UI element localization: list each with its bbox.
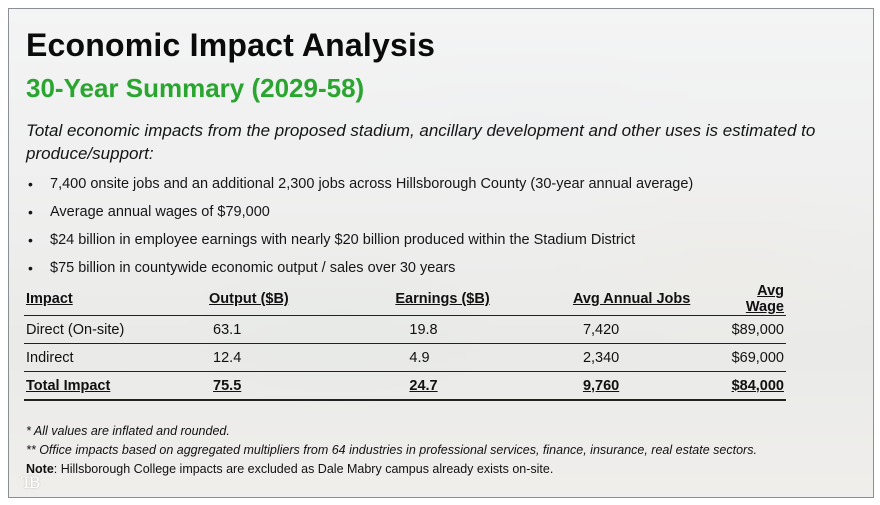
bullet-text: 7,400 onsite jobs and an additional 2,30… <box>50 176 694 192</box>
table-row: Indirect 12.4 4.9 2,340 $69,000 <box>24 343 786 372</box>
slide-content: Economic Impact Analysis 30-Year Summary… <box>9 9 873 497</box>
intro-text: Total economic impacts from the proposed… <box>26 121 816 163</box>
cell-impact: Indirect <box>24 343 174 372</box>
bullet-icon: • <box>28 204 33 220</box>
bullet-icon: • <box>28 176 33 192</box>
cell-jobs: 7,420 <box>546 315 730 344</box>
cell-earnings: 24.7 <box>369 371 547 401</box>
page-subtitle: 30-Year Summary (2029-58) <box>26 73 365 103</box>
list-item: • 7,400 onsite jobs and an additional 2,3… <box>26 175 861 203</box>
cell-earnings: 4.9 <box>369 343 547 372</box>
cell-wage: $89,000 <box>729 315 786 344</box>
header-output: Output ($B) <box>173 283 370 316</box>
cell-earnings: 19.8 <box>369 315 547 344</box>
footnotes: * All values are inflated and rounded. *… <box>26 422 871 479</box>
cell-output: 75.5 <box>173 371 370 401</box>
bullet-text: $75 billion in countywide economic outpu… <box>50 260 456 276</box>
note-label: Note <box>26 462 54 476</box>
table-row-total: Total Impact 75.5 24.7 9,760 $84,000 <box>24 371 786 401</box>
cell-output: 63.1 <box>173 315 370 344</box>
header-earnings: Earnings ($B) <box>369 283 547 316</box>
cell-wage: $69,000 <box>729 343 786 372</box>
cell-output: 12.4 <box>173 343 370 372</box>
note-text: : Hillsborough College impacts are exclu… <box>53 462 554 476</box>
footnote-1: * All values are inflated and rounded. <box>26 424 230 438</box>
footnote-note: Note: Hillsborough College impacts are e… <box>26 460 871 479</box>
impact-table: Impact Output ($B) Earnings ($B) Avg Ann… <box>24 283 786 401</box>
header-jobs: Avg Annual Jobs <box>546 283 730 316</box>
tb-logo-icon: TB <box>21 473 41 492</box>
page-title: Economic Impact Analysis <box>26 27 436 63</box>
bullet-list: • 7,400 onsite jobs and an additional 2,3… <box>26 175 861 287</box>
cell-wage: $84,000 <box>729 371 786 401</box>
cell-jobs: 2,340 <box>546 343 730 372</box>
list-item: • $24 billion in employee earnings with n… <box>26 231 861 259</box>
bullet-text: Average annual wages of $79,000 <box>50 204 270 220</box>
header-wage: Avg Wage <box>729 283 786 316</box>
header-impact: Impact <box>24 283 174 316</box>
slide: Economic Impact Analysis 30-Year Summary… <box>8 8 874 498</box>
cell-impact: Direct (On-site) <box>24 315 174 344</box>
list-item: • $75 billion in countywide economic outp… <box>26 259 861 287</box>
cell-jobs: 9,760 <box>546 371 730 401</box>
list-item: • Average annual wages of $79,000 <box>26 203 861 231</box>
footnote-2: ** Office impacts based on aggregated mu… <box>26 443 757 457</box>
bullet-icon: • <box>28 260 33 276</box>
table-row: Direct (On-site) 63.1 19.8 7,420 $89,000 <box>24 315 786 344</box>
cell-impact: Total Impact <box>24 371 174 401</box>
bullet-text: $24 billion in employee earnings with ne… <box>50 232 636 248</box>
table-header-row: Impact Output ($B) Earnings ($B) Avg Ann… <box>24 283 786 316</box>
background-aerial-image <box>9 9 873 497</box>
bullet-icon: • <box>28 232 33 248</box>
